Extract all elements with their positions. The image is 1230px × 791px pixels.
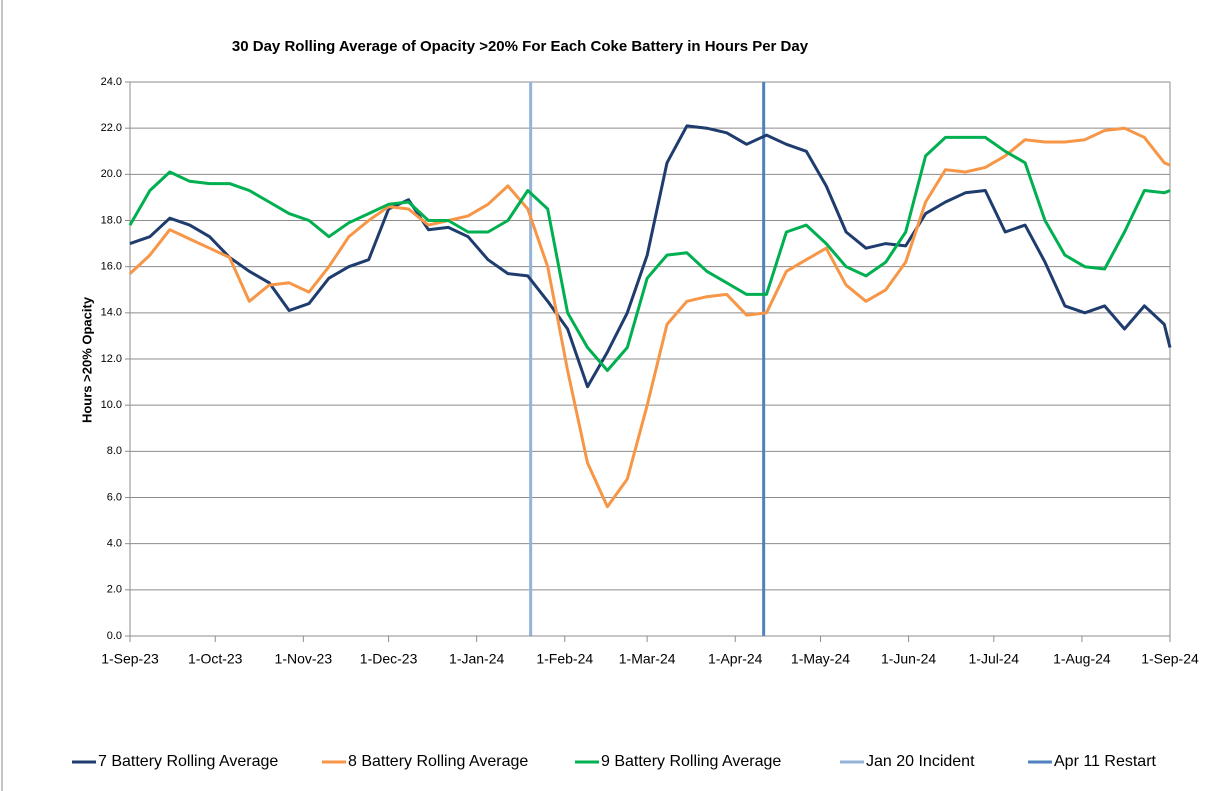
x-tick-label: 1-Jul-24 [969, 651, 1020, 667]
x-tick-label: 1-May-24 [791, 651, 850, 667]
x-tick-label: 1-Apr-24 [708, 651, 763, 667]
y-tick-label: 18.0 [101, 214, 122, 226]
series-line [129, 124, 1172, 389]
x-tick-label: 1-Dec-23 [360, 651, 418, 667]
x-tick-label: 1-Jun-24 [881, 651, 936, 667]
series-line [128, 135, 1171, 372]
y-axis-label: Hours >20% Opacity [79, 296, 94, 423]
x-tick-label: 1-Mar-24 [619, 651, 676, 667]
legend-label: Apr 11 Restart [1054, 753, 1157, 770]
legend-label: 8 Battery Rolling Average [348, 753, 528, 770]
x-tick-label: 1-Aug-24 [1053, 651, 1111, 667]
y-tick-label: 22.0 [101, 122, 122, 134]
y-tick-label: 24.0 [101, 76, 122, 88]
y-tick-label: 10.0 [101, 399, 122, 411]
legend-label: Jan 20 Incident [866, 753, 975, 770]
legend-label: 7 Battery Rolling Average [98, 753, 278, 770]
x-tick-label: 1-Sep-23 [101, 651, 159, 667]
x-tick-label: 1-Oct-23 [188, 651, 243, 667]
x-tick-label: 1-Nov-23 [275, 651, 333, 667]
x-tick-label: 1-Jan-24 [449, 651, 504, 667]
y-tick-label: 16.0 [101, 261, 122, 273]
y-tick-label: 14.0 [101, 307, 122, 319]
y-tick-label: 12.0 [101, 353, 122, 365]
y-tick-label: 4.0 [107, 538, 122, 550]
legend-label: 9 Battery Rolling Average [601, 753, 781, 770]
x-tick-label: 1-Sep-24 [1141, 651, 1199, 667]
y-tick-label: 8.0 [107, 445, 122, 457]
x-tick-label: 1-Feb-24 [536, 651, 593, 667]
chart-title: 30 Day Rolling Average of Opacity >20% F… [232, 38, 809, 55]
y-tick-label: 0.0 [107, 630, 122, 642]
y-tick-label: 20.0 [101, 168, 122, 180]
y-tick-label: 6.0 [107, 491, 122, 503]
y-tick-label: 2.0 [107, 584, 122, 596]
